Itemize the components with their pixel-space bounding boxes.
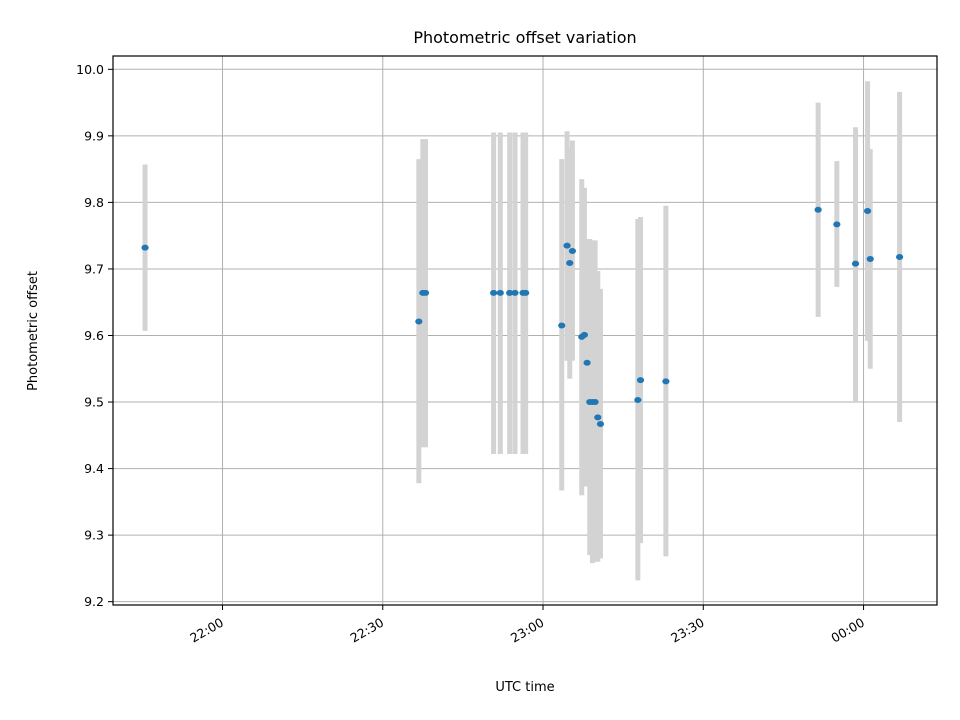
y-tick-label: 9.7 — [84, 261, 104, 276]
data-point — [566, 259, 574, 266]
y-tick-label: 9.2 — [84, 594, 104, 609]
data-point — [421, 289, 430, 296]
y-tick-label: 9.9 — [84, 128, 104, 143]
data-point — [636, 377, 645, 384]
data-point — [506, 289, 514, 296]
y-axis-label: Photometric offset — [26, 271, 41, 391]
data-point — [496, 289, 504, 296]
data-point — [896, 253, 904, 260]
data-point — [563, 242, 571, 249]
data-point — [583, 359, 591, 366]
x-axis-label: UTC time — [495, 680, 554, 695]
data-point — [580, 331, 589, 338]
chart-title: Photometric offset variation — [413, 28, 636, 47]
data-point — [594, 414, 602, 421]
data-points — [141, 206, 904, 427]
data-point — [634, 397, 642, 404]
y-axis-ticks: 9.2 9.3 9.4 9.5 9.6 9.7 9.8 9.9 10.0 — [76, 62, 113, 609]
data-point — [833, 221, 841, 228]
data-point — [490, 289, 498, 296]
data-point — [415, 318, 423, 325]
y-tick-label: 9.5 — [84, 395, 104, 410]
data-point — [851, 260, 860, 267]
y-tick-label: 9.4 — [84, 461, 104, 476]
data-point — [511, 289, 519, 296]
y-tick-label: 10.0 — [76, 62, 104, 77]
data-point — [141, 244, 149, 251]
data-point — [866, 255, 874, 262]
data-point — [591, 399, 599, 406]
data-point — [596, 420, 605, 427]
data-point — [814, 206, 822, 213]
data-point — [863, 208, 872, 215]
y-tick-label: 9.8 — [84, 195, 104, 210]
y-tick-label: 9.3 — [84, 528, 104, 543]
plot-frame — [112, 55, 938, 606]
data-point — [558, 322, 566, 329]
data-point — [568, 247, 577, 254]
data-point — [522, 289, 530, 296]
data-point — [662, 378, 670, 385]
y-tick-label: 9.6 — [84, 328, 104, 343]
